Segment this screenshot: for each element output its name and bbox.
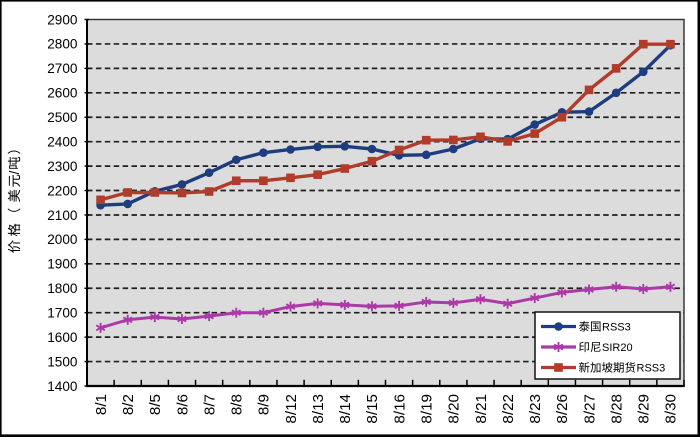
svg-text:8/12: 8/12 <box>283 394 300 424</box>
svg-text:2200: 2200 <box>47 183 78 198</box>
svg-text:1400: 1400 <box>47 379 78 394</box>
svg-text:SIR20: SIR20 <box>602 342 633 354</box>
svg-text:8/9: 8/9 <box>256 394 273 415</box>
svg-text:8/23: 8/23 <box>527 394 544 424</box>
svg-text:2500: 2500 <box>47 110 78 125</box>
svg-text:1700: 1700 <box>47 306 78 321</box>
svg-text:2900: 2900 <box>47 12 78 27</box>
svg-text:8/27: 8/27 <box>581 394 598 424</box>
svg-text:8/8: 8/8 <box>228 394 245 415</box>
svg-text:RSS3: RSS3 <box>602 322 631 334</box>
svg-text:8/26: 8/26 <box>554 394 571 424</box>
svg-text:2000: 2000 <box>47 232 78 247</box>
svg-text:8/29: 8/29 <box>636 394 653 424</box>
svg-text:2100: 2100 <box>47 208 78 223</box>
svg-text:RSS3: RSS3 <box>637 363 666 375</box>
svg-text:8/14: 8/14 <box>337 394 354 424</box>
svg-text:8/1: 8/1 <box>93 394 110 415</box>
svg-text:8/7: 8/7 <box>201 394 218 415</box>
svg-text:1800: 1800 <box>47 281 78 296</box>
svg-text:8/20: 8/20 <box>446 394 463 424</box>
svg-text:8/30: 8/30 <box>663 394 680 424</box>
svg-text:8/2: 8/2 <box>120 394 137 415</box>
svg-text:8/21: 8/21 <box>473 394 490 424</box>
svg-text:8/28: 8/28 <box>609 394 626 424</box>
svg-text:2600: 2600 <box>47 86 78 101</box>
svg-text:2300: 2300 <box>47 159 78 174</box>
svg-text:1900: 1900 <box>47 257 78 272</box>
svg-text:2400: 2400 <box>47 134 78 149</box>
svg-text:2700: 2700 <box>47 61 78 76</box>
svg-text:8/22: 8/22 <box>500 394 517 424</box>
svg-text:2800: 2800 <box>47 37 78 52</box>
svg-text:8/5: 8/5 <box>147 394 164 415</box>
svg-text:1500: 1500 <box>47 354 78 369</box>
svg-text:8/16: 8/16 <box>391 394 408 424</box>
svg-text:8/13: 8/13 <box>310 394 327 424</box>
svg-text:8/6: 8/6 <box>174 394 191 415</box>
svg-text:8/19: 8/19 <box>419 394 436 424</box>
svg-text:8/15: 8/15 <box>364 394 381 424</box>
svg-text:/: / <box>7 170 22 174</box>
svg-text:1600: 1600 <box>47 330 78 345</box>
